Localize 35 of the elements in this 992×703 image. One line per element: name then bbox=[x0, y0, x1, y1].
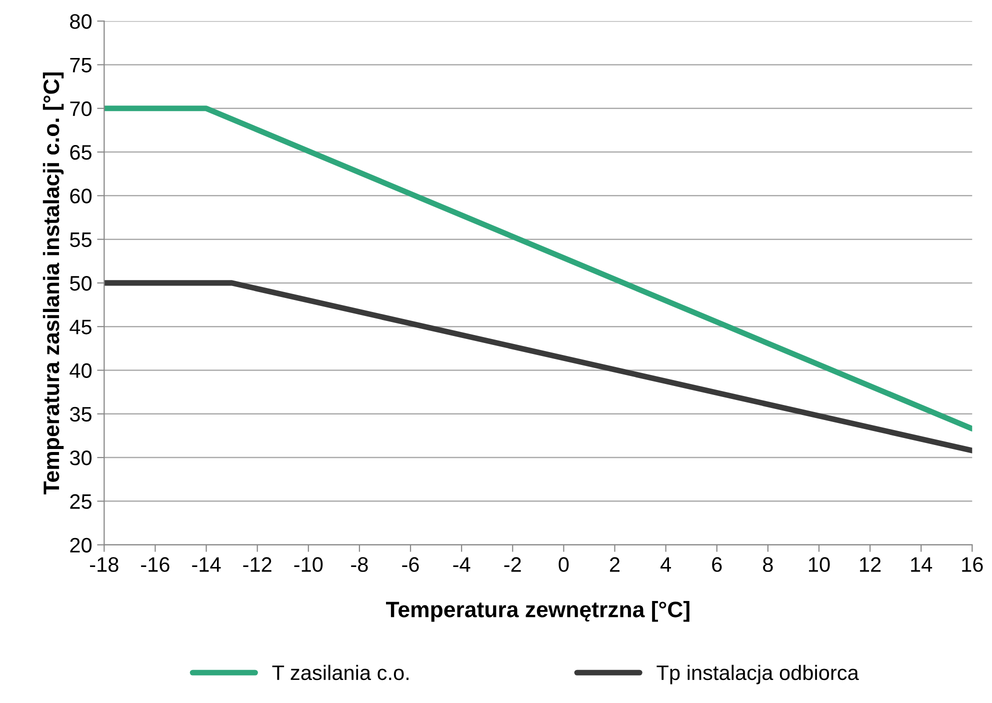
x-tick-label: 0 bbox=[558, 557, 569, 572]
x-tick-label: 2 bbox=[610, 557, 620, 572]
x-tick-label: -2 bbox=[504, 557, 521, 572]
x-tick-label: 6 bbox=[712, 557, 722, 572]
y-tick-label: 20 bbox=[70, 538, 92, 553]
y-tick-label: 30 bbox=[70, 450, 92, 466]
y-axis-title: Temperatura zasilania instalacji c.o. [°C] bbox=[42, 72, 64, 494]
y-tick-label: 65 bbox=[70, 145, 92, 160]
x-tick-label: 14 bbox=[911, 557, 932, 572]
x-tick-label: 12 bbox=[860, 557, 881, 572]
x-tick-label: 8 bbox=[763, 557, 773, 572]
x-tick-label: 4 bbox=[660, 557, 671, 572]
legend-label: Tp instalacja odbiorca bbox=[656, 664, 859, 684]
y-tick-label: 80 bbox=[70, 14, 92, 29]
y-tick-label: 75 bbox=[70, 58, 92, 72]
y-tick-label: 50 bbox=[70, 276, 92, 291]
x-tick-label: -6 bbox=[402, 557, 419, 572]
x-tick-label: -10 bbox=[294, 557, 323, 572]
y-tick-label: 25 bbox=[70, 494, 92, 509]
x-tick-label: 16 bbox=[962, 557, 983, 572]
y-tick-label: 40 bbox=[70, 363, 92, 378]
x-tick-label: 10 bbox=[808, 557, 830, 572]
y-tick-label: 70 bbox=[70, 101, 92, 116]
x-tick-label: -8 bbox=[351, 557, 368, 572]
legend-label: T zasilania c.o. bbox=[272, 664, 408, 680]
y-tick-label: 45 bbox=[70, 320, 92, 334]
x-axis-title: Temperatura zewnętrzna [°C] bbox=[386, 601, 690, 622]
x-tick-label: -14 bbox=[192, 557, 221, 572]
x-tick-label: -16 bbox=[141, 557, 170, 572]
x-tick-label: -12 bbox=[243, 557, 272, 572]
y-tick-label: 35 bbox=[70, 406, 92, 422]
y-tick-label: 60 bbox=[70, 188, 92, 204]
y-tick-label: 55 bbox=[70, 232, 92, 248]
x-tick-label: -4 bbox=[453, 557, 470, 572]
x-tick-label: -18 bbox=[90, 557, 118, 572]
